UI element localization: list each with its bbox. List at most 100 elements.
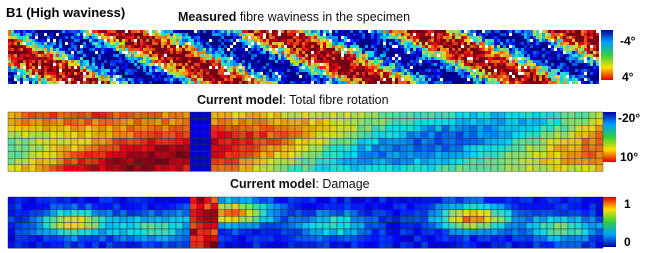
heatmap-cell (365, 36, 368, 39)
heatmap-cell (428, 39, 431, 42)
heatmap-cell (401, 69, 404, 72)
heatmap-cell (116, 45, 119, 48)
heatmap-cell (218, 69, 221, 72)
heatmap-cell (287, 63, 290, 66)
heatmap-cell (452, 36, 455, 39)
heatmap-cell (540, 216, 547, 222)
heatmap-cell (305, 33, 308, 36)
heatmap-cell (245, 51, 248, 54)
heatmap-cell (584, 33, 587, 36)
heatmap-cell (224, 39, 227, 42)
heatmap-cell (302, 54, 305, 57)
heatmap-cell (64, 203, 71, 209)
heatmap-cell (398, 33, 401, 36)
heatmap-cell (470, 36, 473, 39)
heatmap-cell (484, 203, 491, 209)
heatmap-cell (479, 78, 482, 81)
heatmap-cell (581, 63, 584, 66)
heatmap-cell (161, 48, 164, 51)
heatmap-cell (434, 81, 437, 84)
heatmap-cell (44, 72, 47, 75)
heatmap-cell (498, 119, 505, 126)
heatmap-cell (467, 81, 470, 84)
heatmap-cell (458, 54, 461, 57)
heatmap-cell (428, 30, 431, 33)
heatmap-cell (232, 229, 239, 235)
heatmap-cell (211, 203, 218, 209)
heatmap-cell (245, 42, 248, 45)
heatmap-cell (68, 60, 71, 63)
heatmap-cell (431, 78, 434, 81)
heatmap-cell (452, 60, 455, 63)
heatmap-cell (71, 112, 78, 119)
heatmap-cell (479, 60, 482, 63)
heatmap-cell (183, 138, 190, 145)
colorbar (603, 112, 616, 162)
heatmap-cell (407, 75, 410, 78)
heatmap-cell (527, 54, 530, 57)
heatmap-cell (169, 210, 176, 216)
heatmap-cell (254, 81, 257, 84)
heatmap-cell (116, 30, 119, 33)
heatmap-cell (101, 33, 104, 36)
heatmap-cell (563, 33, 566, 36)
heatmap-cell (446, 57, 449, 60)
heatmap-cell (341, 48, 344, 51)
heatmap-cell (227, 45, 230, 48)
heatmap-cell (116, 75, 119, 78)
heatmap-cell (85, 242, 92, 248)
heatmap-cell (374, 66, 377, 69)
heatmap-cell (227, 72, 230, 75)
heatmap-cell (206, 45, 209, 48)
heatmap-cell (101, 72, 104, 75)
heatmap-cell (305, 60, 308, 63)
heatmap-cell (185, 63, 188, 66)
heatmap-cell (74, 81, 77, 84)
heatmap-cell (542, 63, 545, 66)
heatmap-cell (253, 203, 260, 209)
heatmap-cell (53, 69, 56, 72)
heatmap-cell (317, 63, 320, 66)
heatmap-cell (358, 132, 365, 139)
heatmap-cell (542, 72, 545, 75)
heatmap-cell (83, 69, 86, 72)
heatmap-cell (323, 112, 330, 119)
heatmap-cell (50, 223, 57, 229)
heatmap-cell (77, 42, 80, 45)
heatmap-cell (206, 66, 209, 69)
heatmap-cell (335, 63, 338, 66)
heatmap-cell (287, 48, 290, 51)
heatmap-cell (540, 229, 547, 235)
heatmap-cell (305, 36, 308, 39)
heatmap-cell (347, 81, 350, 84)
heatmap-cell (320, 48, 323, 51)
heatmap-cell (377, 39, 380, 42)
heatmap-cell (53, 48, 56, 51)
heatmap-cell (204, 216, 211, 222)
heatmap-cell (218, 33, 221, 36)
heatmap-cell (15, 203, 22, 209)
heatmap-cell (560, 81, 563, 84)
heatmap-cell (44, 42, 47, 45)
heatmap-cell (233, 45, 236, 48)
heatmap-cell (260, 197, 267, 203)
heatmap-cell (137, 60, 140, 63)
heatmap-cell (497, 78, 500, 81)
heatmap-cell (497, 81, 500, 84)
heatmap-cell (164, 72, 167, 75)
heatmap-cell (358, 152, 365, 159)
heatmap-cell (8, 145, 15, 152)
heatmap-cell (332, 78, 335, 81)
heatmap-cell (452, 54, 455, 57)
heatmap-cell (458, 33, 461, 36)
heatmap-cell (107, 54, 110, 57)
heatmap-cell (296, 72, 299, 75)
heatmap-cell (17, 36, 20, 39)
heatmap-cell (92, 145, 99, 152)
heatmap-cell (92, 125, 99, 132)
heatmap-cell (497, 39, 500, 42)
heatmap-cell (368, 81, 371, 84)
heatmap-cell (509, 57, 512, 60)
heatmap-cell (596, 132, 603, 139)
heatmaps (0, 0, 646, 253)
